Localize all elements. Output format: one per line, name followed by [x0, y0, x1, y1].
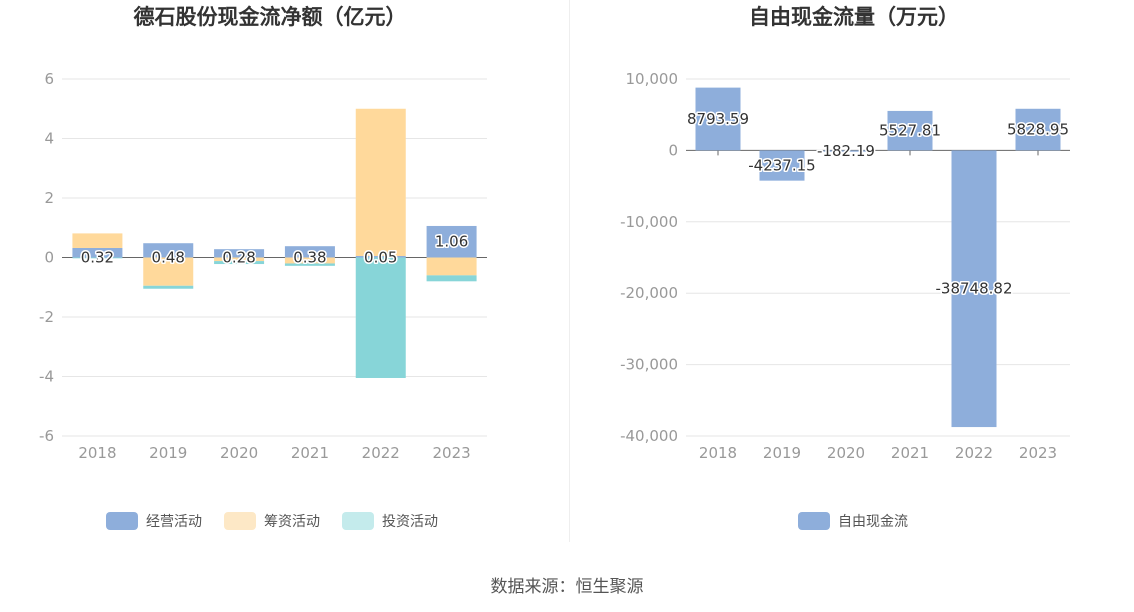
y-tick-label: -2 — [39, 308, 54, 326]
bar-筹资活动 — [143, 257, 194, 286]
right-chart-title: 自由现金流量（万元） — [749, 5, 959, 29]
legend-swatch — [342, 512, 374, 530]
data-label: 0.05 — [364, 249, 397, 267]
y-tick-label: 10,000 — [626, 70, 679, 88]
legend-label: 筹资活动 — [264, 513, 320, 530]
data-label: 0.28 — [222, 249, 255, 267]
y-tick-label: 0 — [44, 249, 54, 267]
y-tick-label: -4 — [39, 368, 54, 386]
data-label: 0.38 — [293, 249, 326, 267]
x-tick-label: 2018 — [699, 444, 737, 462]
data-label: 5527.81 — [879, 122, 941, 140]
x-tick-label: 2022 — [362, 444, 400, 462]
bar-筹资活动 — [355, 108, 406, 257]
bar-自由现金流 — [887, 110, 933, 151]
bar-经营活动 — [143, 243, 194, 258]
data-label: 5828.95 — [1007, 121, 1069, 139]
legend-swatch — [224, 512, 256, 530]
x-tick-label: 2022 — [955, 444, 993, 462]
bar-筹资活动 — [72, 233, 123, 248]
legend-swatch — [798, 512, 830, 530]
x-tick-label: 2020 — [220, 444, 258, 462]
data-label: 1.06 — [435, 233, 468, 251]
left-plot-area: 6 4 2 0 -2 -4 -6 2018 2019 2020 2021 2022 2023 0.32 0.… — [39, 70, 487, 462]
bar-自由现金流 — [1015, 108, 1061, 151]
bar-投资活动 — [426, 275, 477, 282]
x-tick-label: 2023 — [1019, 444, 1057, 462]
bar-筹资活动 — [426, 257, 477, 276]
y-tick-label: 0 — [668, 141, 678, 159]
y-tick-label: -6 — [39, 427, 54, 445]
y-tick-label: 2 — [44, 189, 54, 207]
bar-投资活动 — [214, 261, 265, 265]
data-label: -38748.82 — [936, 280, 1013, 298]
y-tick-label: 6 — [44, 70, 54, 88]
x-tick-label: 2020 — [827, 444, 865, 462]
bar-自由现金流 — [759, 150, 805, 181]
x-tick-label: 2018 — [78, 444, 116, 462]
legend-label: 投资活动 — [382, 514, 438, 530]
x-tick-label: 2023 — [432, 444, 470, 462]
bar-投资活动 — [284, 263, 335, 266]
data-label: 0.48 — [152, 249, 185, 267]
legend-label: 经营活动 — [146, 514, 202, 530]
left-chart-title: 德石股份现金流净额（亿元） — [134, 5, 407, 29]
y-tick-label: -10,000 — [620, 213, 678, 231]
bar-经营活动 — [284, 246, 335, 258]
x-tick-label: 2021 — [891, 444, 929, 462]
legend-label: 自由现金流 — [838, 514, 908, 530]
y-tick-label: 4 — [44, 130, 54, 148]
x-tick-label: 2021 — [291, 444, 329, 462]
bar-经营活动 — [426, 225, 477, 258]
bar-投资活动 — [355, 257, 406, 378]
bar-经营活动 — [214, 249, 265, 258]
bar-筹资活动 — [284, 257, 335, 264]
y-tick-label: -30,000 — [620, 356, 678, 374]
bar-自由现金流 — [695, 87, 741, 151]
left-legend: 经营活动 筹资活动 投资活动 — [106, 512, 438, 530]
data-label: -4237.15 — [748, 157, 815, 175]
bar-投资活动 — [143, 285, 194, 289]
bar-筹资活动 — [214, 257, 265, 262]
bar-自由现金流 — [951, 150, 997, 428]
bar-投资活动 — [72, 257, 123, 259]
bar-经营活动 — [72, 247, 123, 258]
data-label: 0.32 — [81, 249, 114, 267]
x-tick-label: 2019 — [763, 444, 801, 462]
data-source: 数据来源：恒生聚源 — [491, 577, 644, 597]
bar-自由现金流 — [823, 150, 869, 152]
y-tick-label: -20,000 — [620, 284, 678, 302]
right-plot-area: 10,000 0 -10,000 -20,000 -30,000 -40,000 2018 2… — [620, 70, 1070, 462]
data-label: -182.19 — [817, 142, 875, 160]
right-legend: 自由现金流 — [798, 512, 908, 530]
data-label: 8793.59 — [687, 110, 749, 128]
x-tick-label: 2019 — [149, 444, 187, 462]
y-tick-label: -40,000 — [620, 427, 678, 445]
legend-swatch — [106, 512, 138, 530]
bar-经营活动 — [355, 256, 406, 258]
